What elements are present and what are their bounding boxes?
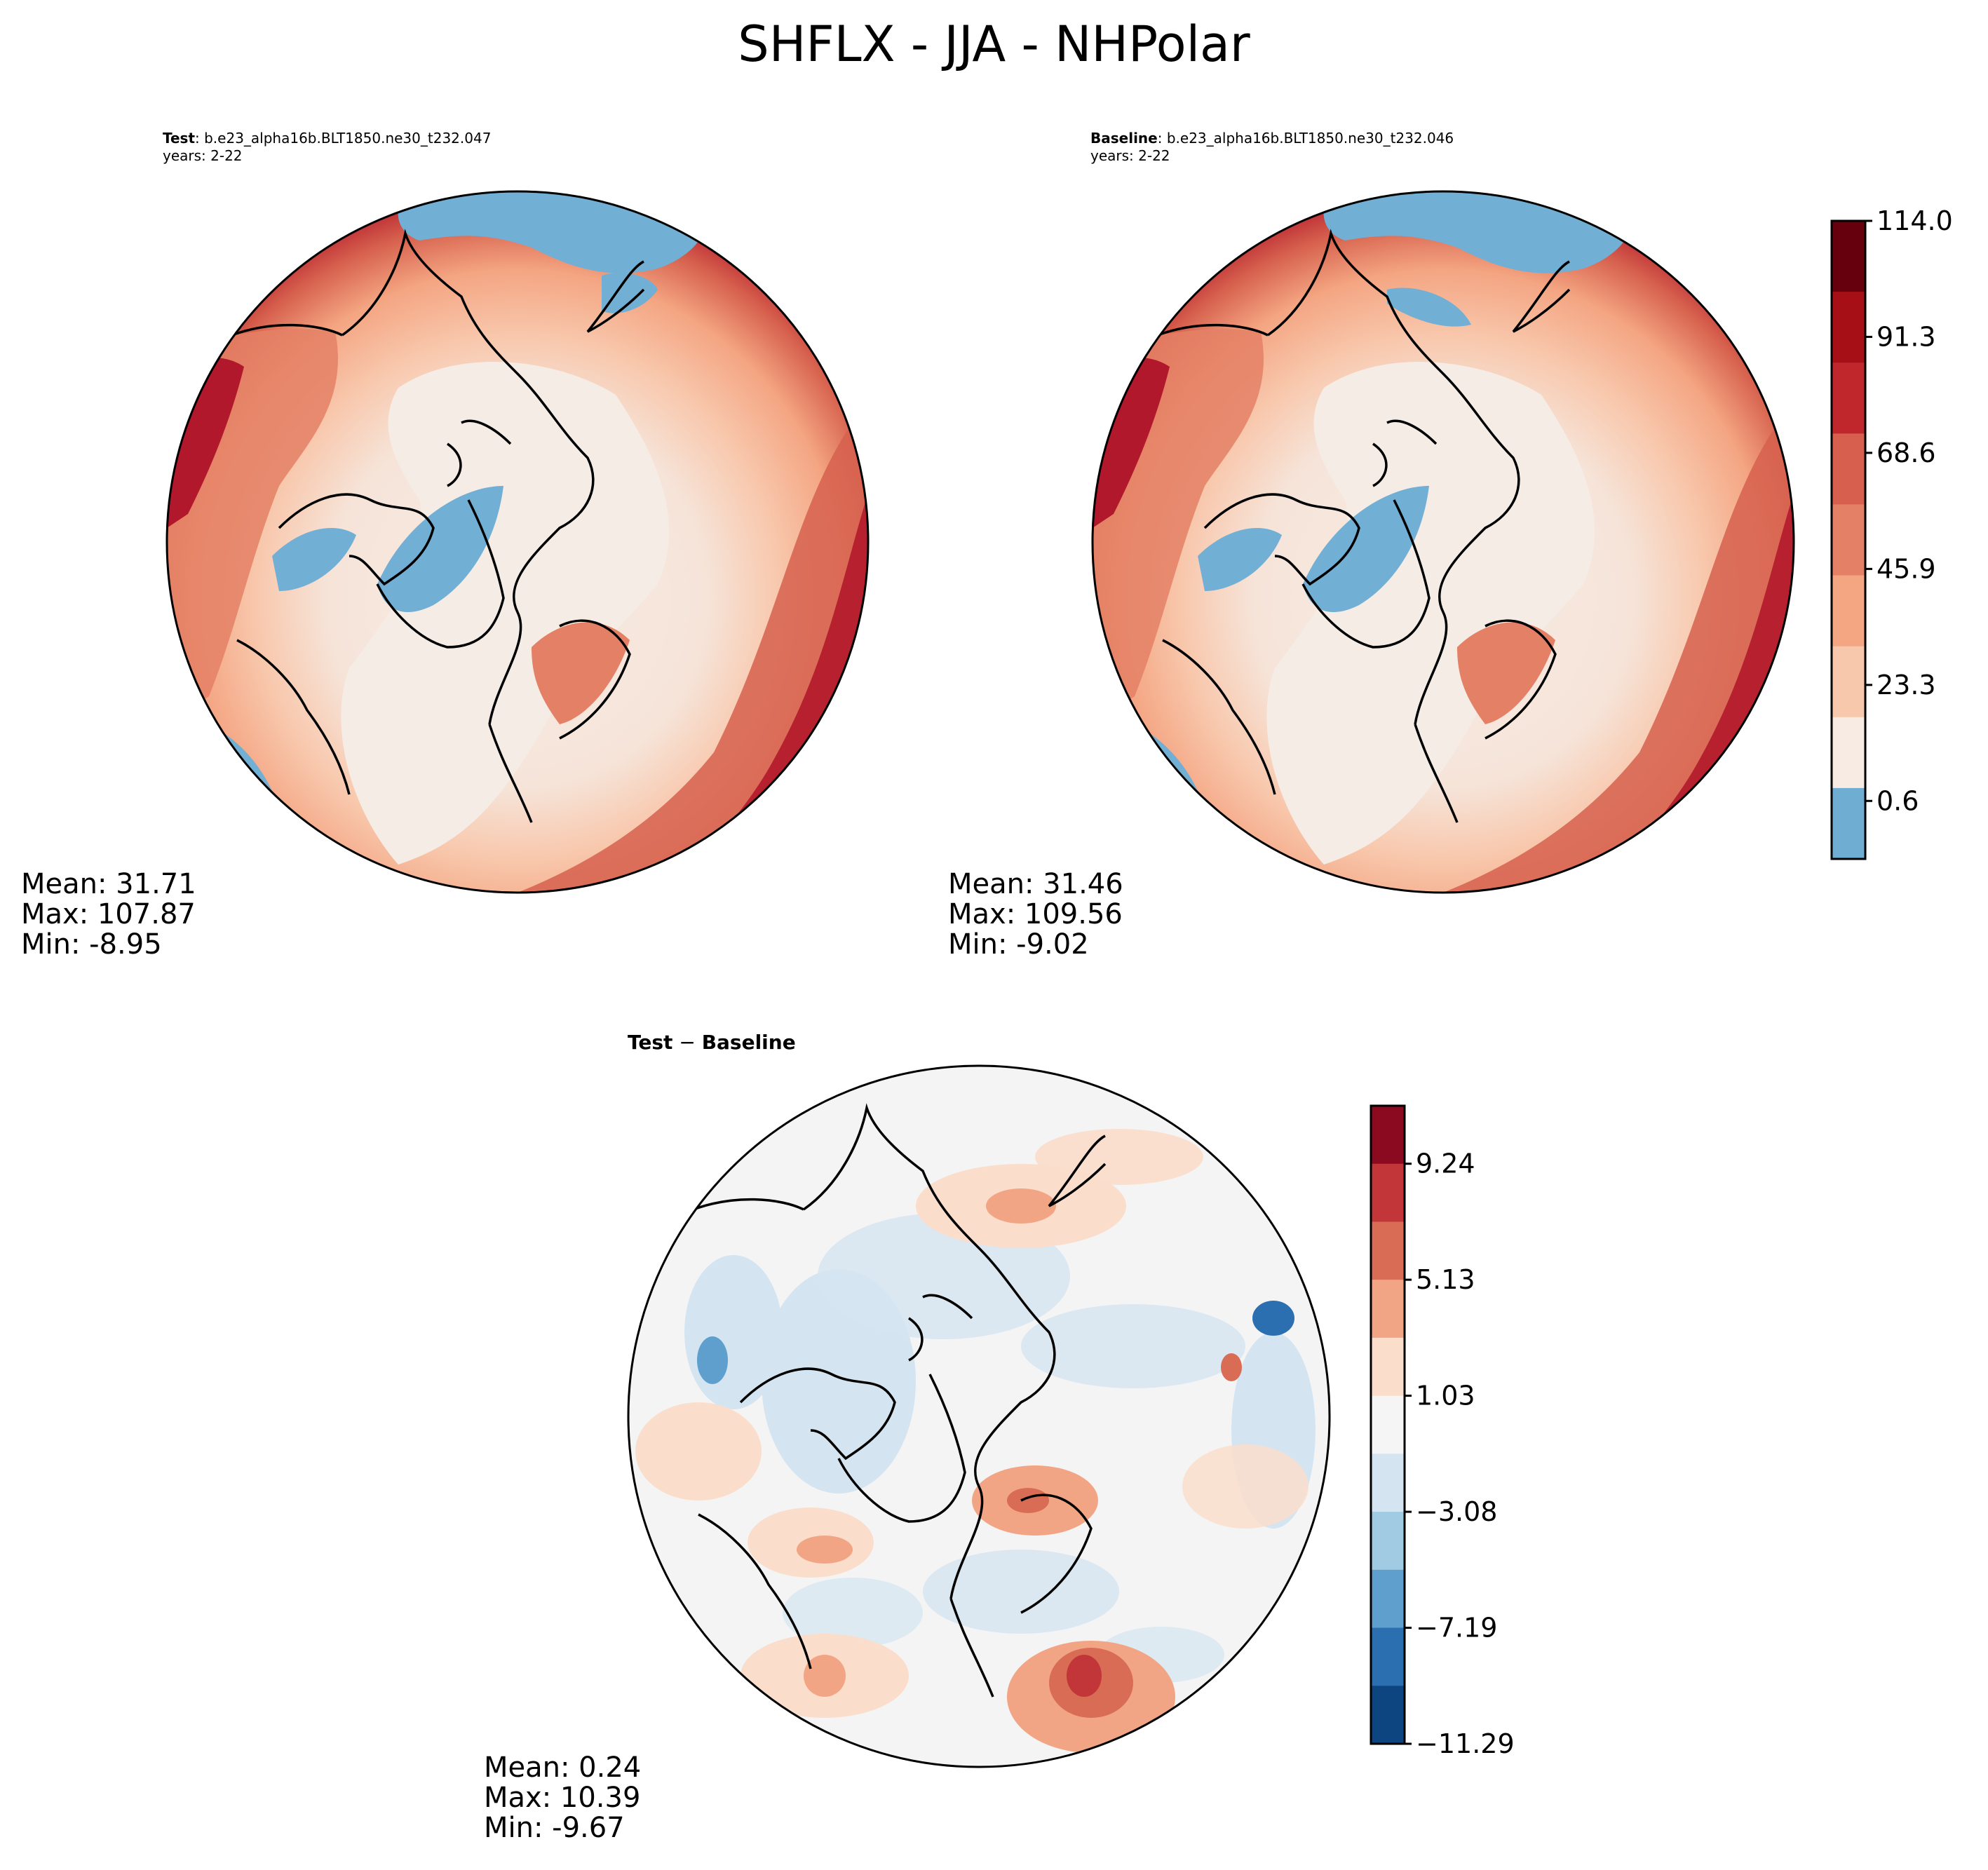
diff-map — [627, 1064, 1331, 1768]
main-colorbar-segment — [1832, 221, 1865, 292]
test-map-boundary — [165, 190, 870, 894]
main-colorbar-segment — [1832, 717, 1865, 789]
diff-colorbar-frame — [1370, 1104, 1406, 1745]
diff-colorbar-tick-label: 5.13 — [1416, 1264, 1475, 1295]
diff-colorbar: 9.24 5.13 1.03 −3.08 −7.19 −11.29 — [1370, 1104, 1515, 1759]
baseline-stat-mean: Mean: 31.46 — [948, 868, 1123, 900]
figure-title: SHFLX - JJA - NHPolar — [738, 15, 1250, 73]
main-colorbar-tick-label: 45.9 — [1877, 553, 1936, 584]
diff-panel-title: Test − Baseline — [628, 1031, 796, 1055]
test-case-name: : b.e23_alpha16b.BLT1850.ne30_t232.047 — [195, 130, 492, 147]
diff-colorbar-segment — [1371, 1512, 1405, 1571]
main-colorbar-segment — [1832, 646, 1865, 718]
baseline-negative-region-north — [1323, 191, 1634, 273]
test-negative-region-north — [398, 191, 708, 273]
diff-colorbar-segment — [1371, 1337, 1405, 1397]
diff-title-baseline: Baseline — [701, 1031, 796, 1054]
diff-stats: Mean: 0.24 Max: 10.39 Min: -9.67 — [484, 1753, 641, 1843]
test-map — [165, 190, 870, 894]
diff-colorbar-segment — [1371, 1627, 1405, 1686]
main-colorbar-segment — [1832, 292, 1865, 363]
diff-coastlines — [684, 1103, 1330, 1698]
diff-colorbar-segment — [1371, 1569, 1405, 1629]
main-colorbar-tick-label: 68.6 — [1877, 438, 1936, 468]
test-stat-max: Max: 107.87 — [21, 898, 196, 930]
diff-colorbar-tick-label: 9.24 — [1416, 1149, 1475, 1179]
baseline-coastlines — [1148, 229, 1794, 823]
test-stat-min: Min: -8.95 — [21, 928, 162, 961]
baseline-case-name: : b.e23_alpha16b.BLT1850.ne30_t232.046 — [1157, 130, 1454, 147]
diff-stat-mean: Mean: 0.24 — [484, 1752, 642, 1784]
baseline-stat-max: Max: 109.56 — [948, 898, 1123, 930]
diff-stat-max: Max: 10.39 — [484, 1782, 641, 1814]
diff-title-test: Test — [628, 1031, 673, 1054]
main-colorbar-segment — [1832, 363, 1865, 434]
diff-colorbar-tick-label: −11.29 — [1416, 1728, 1515, 1759]
baseline-stat-min: Min: -9.02 — [948, 928, 1089, 961]
baseline-map — [1091, 190, 1795, 894]
test-stats: Mean: 31.71 Max: 107.87 Min: -8.95 — [21, 869, 196, 960]
baseline-negative-region-greenland — [1303, 486, 1429, 612]
diff-colorbar-segment — [1371, 1686, 1405, 1744]
main-colorbar-segment — [1832, 504, 1865, 576]
baseline-stats: Mean: 31.46 Max: 109.56 Min: -9.02 — [948, 869, 1123, 960]
diff-colorbar-tick-label: 1.03 — [1416, 1381, 1475, 1411]
main-colorbar-tick-label: 91.3 — [1877, 321, 1936, 352]
diff-colorbar-segment — [1371, 1395, 1405, 1454]
diff-colorbar-tick-label: −3.08 — [1416, 1496, 1497, 1527]
baseline-negative-region-hudson — [1198, 528, 1282, 591]
main-colorbar-segment — [1832, 433, 1865, 505]
test-negative-region-hudson — [272, 528, 356, 591]
main-colorbar-tick-label: 114.0 — [1877, 205, 1953, 236]
test-panel-title: Test: b.e23_alpha16b.BLT1850.ne30_t232.0… — [163, 130, 491, 165]
test-coastlines — [222, 229, 868, 823]
diff-colorbar-segment — [1371, 1280, 1405, 1339]
test-stat-mean: Mean: 31.71 — [21, 868, 196, 900]
main-colorbar-tick-label: 23.3 — [1877, 670, 1936, 700]
main-colorbar-tick-label: 0.6 — [1877, 785, 1919, 816]
baseline-label: Baseline — [1090, 130, 1158, 147]
diff-colorbar-tick-label: −7.19 — [1416, 1613, 1497, 1644]
test-negative-region-greenland — [377, 486, 503, 612]
diff-colorbar-segment — [1371, 1221, 1405, 1280]
diff-title-minus: − — [672, 1031, 702, 1054]
diff-stat-min: Min: -9.67 — [484, 1812, 625, 1844]
main-colorbar: 114.0 91.3 68.6 45.9 23.3 0.6 — [1830, 205, 1953, 860]
diff-colorbar-segment — [1371, 1454, 1405, 1512]
baseline-panel-title: Baseline: b.e23_alpha16b.BLT1850.ne30_t2… — [1090, 130, 1454, 165]
baseline-map-boundary — [1091, 190, 1795, 894]
test-label: Test — [163, 130, 196, 147]
diff-colorbar-segment — [1371, 1106, 1405, 1165]
diff-colorbar-segment — [1371, 1163, 1405, 1222]
test-years: years: 2-22 — [163, 147, 243, 164]
main-colorbar-frame — [1830, 219, 1867, 860]
baseline-years: years: 2-22 — [1090, 147, 1170, 164]
main-colorbar-segment — [1832, 575, 1865, 647]
main-colorbar-segment — [1832, 787, 1865, 860]
diff-map-boundary — [627, 1064, 1331, 1768]
